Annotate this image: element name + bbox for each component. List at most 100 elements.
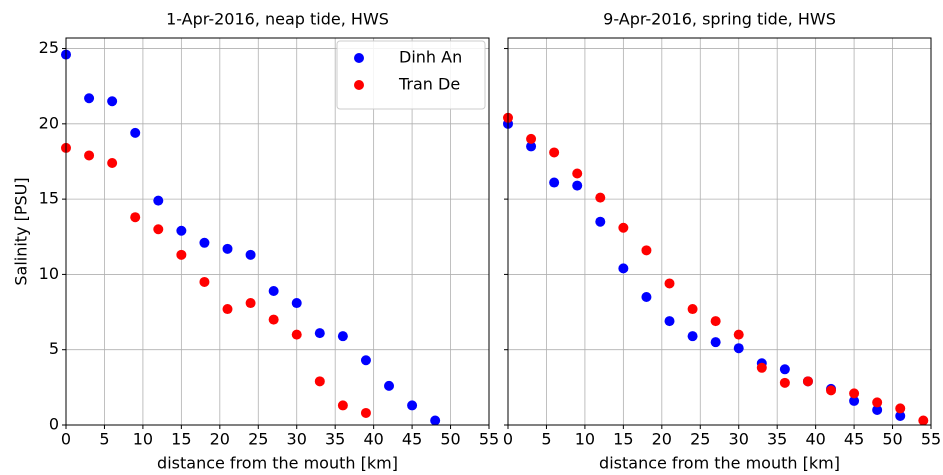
- point: [595, 192, 606, 203]
- x-tick-label: 10: [133, 430, 153, 449]
- point: [918, 415, 929, 426]
- x-tick-label: 15: [171, 430, 191, 449]
- legend-marker: [354, 80, 364, 90]
- chart-title: 9-Apr-2016, spring tide, HWS: [603, 10, 836, 29]
- legend-marker: [354, 53, 364, 63]
- y-tick-label: 15: [39, 189, 59, 208]
- y-tick-label: 5: [49, 339, 59, 358]
- point: [314, 328, 325, 339]
- point: [130, 212, 141, 223]
- x-axis-label: distance from the mouth [km]: [157, 454, 398, 473]
- point: [872, 397, 883, 408]
- x-tick-label: 25: [248, 430, 268, 449]
- point: [107, 157, 118, 168]
- x-tick-label: 40: [805, 430, 825, 449]
- point: [245, 249, 256, 260]
- x-tick-label: 50: [882, 430, 902, 449]
- point: [107, 96, 118, 107]
- x-tick-label: 5: [541, 430, 551, 449]
- point: [733, 329, 744, 340]
- point: [572, 168, 583, 179]
- y-tick-label: 0: [49, 415, 59, 434]
- point: [849, 395, 860, 406]
- legend-box: [336, 40, 486, 110]
- x-tick-label: 55: [479, 430, 499, 449]
- point: [130, 127, 141, 138]
- point: [826, 385, 837, 396]
- x-tick-label: 50: [440, 430, 460, 449]
- point: [710, 337, 721, 348]
- point: [176, 225, 187, 236]
- point: [849, 388, 860, 399]
- x-tick-label: 25: [690, 430, 710, 449]
- x-tick-label: 20: [210, 430, 230, 449]
- point: [360, 407, 371, 418]
- point: [549, 177, 560, 188]
- point: [384, 380, 395, 391]
- point: [595, 216, 606, 227]
- point: [618, 263, 629, 274]
- x-tick-label: 5: [99, 430, 109, 449]
- point: [641, 245, 652, 256]
- point: [430, 415, 441, 426]
- legend-label: Dinh An: [399, 48, 462, 67]
- point: [779, 364, 790, 375]
- point: [360, 355, 371, 366]
- point: [153, 195, 164, 206]
- point: [710, 316, 721, 327]
- point: [641, 292, 652, 303]
- point: [291, 298, 302, 309]
- point: [268, 285, 279, 296]
- point: [549, 147, 560, 158]
- point: [268, 314, 279, 325]
- point: [84, 150, 95, 161]
- point: [245, 298, 256, 309]
- point: [291, 329, 302, 340]
- x-tick-label: 55: [921, 430, 941, 449]
- point: [314, 376, 325, 387]
- point: [872, 404, 883, 415]
- point: [526, 133, 537, 144]
- x-tick-label: 35: [325, 430, 345, 449]
- legend-label: Tran De: [398, 75, 460, 94]
- point: [153, 224, 164, 235]
- point: [222, 243, 233, 254]
- x-tick-label: 30: [287, 430, 307, 449]
- y-tick-label: 20: [39, 113, 59, 132]
- plot-frame: [65, 37, 490, 426]
- point: [199, 276, 210, 287]
- point: [337, 400, 348, 411]
- x-tick-label: 15: [613, 430, 633, 449]
- chart-title: 1-Apr-2016, neap tide, HWS: [166, 10, 389, 29]
- point: [733, 343, 744, 354]
- point: [895, 403, 906, 414]
- point: [756, 362, 767, 373]
- point: [84, 93, 95, 104]
- point: [337, 331, 348, 342]
- x-tick-label: 40: [363, 430, 383, 449]
- point: [222, 304, 233, 315]
- x-tick-label: 20: [652, 430, 672, 449]
- x-tick-label: 45: [844, 430, 864, 449]
- point: [572, 180, 583, 191]
- x-tick-label: 10: [575, 430, 595, 449]
- point: [779, 377, 790, 388]
- point: [664, 316, 675, 327]
- point: [802, 376, 813, 387]
- point: [407, 400, 418, 411]
- y-tick-label: 25: [39, 38, 59, 57]
- point: [687, 304, 698, 315]
- point: [687, 331, 698, 342]
- x-tick-label: 0: [503, 430, 513, 449]
- point: [895, 410, 906, 421]
- point: [526, 141, 537, 152]
- plot-frame: [507, 37, 932, 426]
- x-tick-label: 30: [729, 430, 749, 449]
- x-tick-label: 0: [61, 430, 71, 449]
- y-tick-label: 10: [39, 264, 59, 283]
- point: [664, 278, 675, 289]
- point: [199, 237, 210, 248]
- x-tick-label: 45: [402, 430, 422, 449]
- y-axis-label: Salinity [PSU]: [12, 177, 31, 285]
- x-tick-label: 35: [767, 430, 787, 449]
